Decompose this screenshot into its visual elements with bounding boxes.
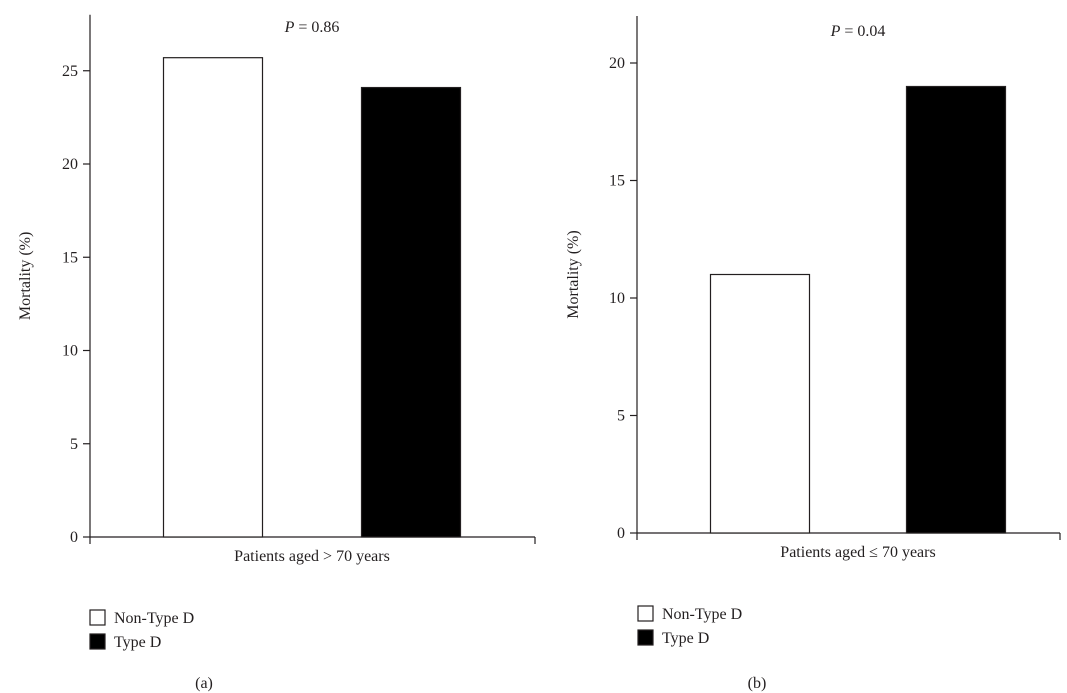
y-tick-label: 20 — [609, 55, 625, 72]
panel-label: (b) — [748, 675, 767, 692]
legend-label: Type D — [114, 634, 161, 651]
y-tick-label: 20 — [62, 156, 78, 173]
x-category-label: Patients aged ≤ 70 years — [780, 544, 935, 561]
legend-swatch-type-d — [89, 633, 106, 650]
bar-non-type-d — [162, 57, 264, 538]
y-tick-label: 5 — [617, 408, 625, 425]
p-value-annotation: P = 0.04 — [830, 23, 886, 40]
legend-label: Non-Type D — [662, 606, 742, 623]
bar-type-d — [905, 85, 1007, 534]
p-value-symbol: P — [284, 19, 295, 36]
bar-type-d — [360, 86, 462, 538]
legend-swatch-non-type-d — [89, 609, 106, 626]
legend-swatch-non-type-d — [637, 605, 654, 622]
legend-label: Type D — [662, 630, 709, 647]
p-value-annotation: P = 0.86 — [284, 19, 340, 36]
chart-panel-a: 0 5 10 15 20 25 Mortality (%) Patients aged > 7… — [17, 14, 536, 692]
p-value-text: = 0.04 — [840, 23, 885, 40]
y-axis-title: Mortality (%) — [565, 230, 582, 318]
y-tick-label: 0 — [70, 529, 78, 546]
y-axis-title: Mortality (%) — [17, 232, 34, 320]
y-tick-label: 10 — [609, 290, 625, 307]
panel-label: (a) — [195, 675, 213, 692]
bar-non-type-d — [709, 273, 811, 534]
y-tick-label: 25 — [62, 63, 78, 80]
legend-label: Non-Type D — [114, 610, 194, 627]
y-tick-label: 0 — [617, 525, 625, 542]
p-value-text: = 0.86 — [294, 19, 339, 36]
legend: Non-Type D Type D — [89, 609, 194, 651]
legend: Non-Type D Type D — [637, 605, 742, 647]
chart-panel-b: 0 5 10 15 20 Mortality (%) Patients aged ≤ 70 … — [565, 16, 1061, 692]
p-value-symbol: P — [830, 23, 841, 40]
y-tick-label: 10 — [62, 343, 78, 360]
y-tick-label: 5 — [70, 436, 78, 453]
y-tick-label: 15 — [62, 249, 78, 266]
legend-swatch-type-d — [637, 629, 654, 646]
x-category-label: Patients aged > 70 years — [234, 548, 390, 565]
y-tick-label: 15 — [609, 173, 625, 190]
